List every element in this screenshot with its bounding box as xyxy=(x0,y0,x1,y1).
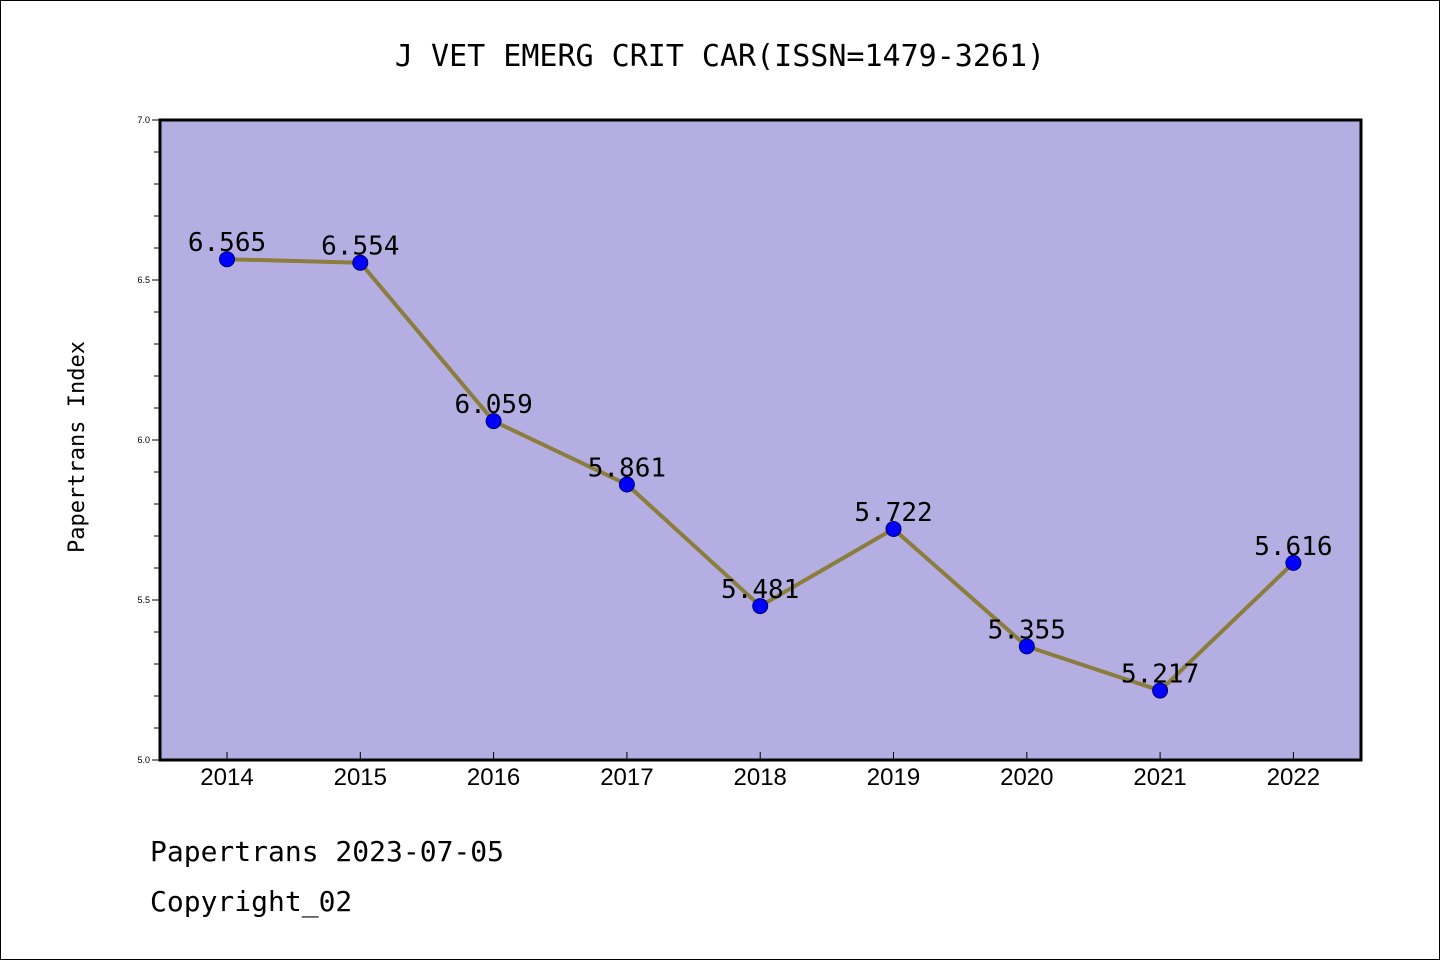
x-tick-label: 2022 xyxy=(1267,764,1320,791)
data-point xyxy=(1285,554,1302,571)
x-tick-label: 2018 xyxy=(734,764,787,791)
y-tick-label: 6.5 xyxy=(137,275,150,285)
data-point xyxy=(1152,682,1169,699)
data-point xyxy=(352,254,369,271)
data-point xyxy=(485,413,502,430)
data-label: 5.616 xyxy=(1254,532,1332,562)
chart-marks: 5.0 5.5 6.0 6.5 7.0 2014 2015 2016 2017 2018 2019 2… xyxy=(137,115,1332,791)
y-tick-label: 5.0 xyxy=(137,755,150,765)
plot-area xyxy=(158,118,1363,762)
x-tick-label: 2020 xyxy=(1000,764,1053,791)
data-label: 5.217 xyxy=(1121,660,1199,690)
footer-copyright-text: Copyright_02 xyxy=(150,885,353,918)
plot-border xyxy=(158,118,1363,762)
data-point xyxy=(885,520,902,537)
footer-date-text: Papertrans 2023-07-05 xyxy=(150,835,505,868)
data-label: 5.481 xyxy=(721,575,799,605)
x-tick-label: 2014 xyxy=(200,764,253,791)
y-tick-label: 5.5 xyxy=(137,595,150,605)
x-tick-label: 2021 xyxy=(1133,764,1186,791)
data-label: 5.722 xyxy=(854,498,932,528)
data-point xyxy=(618,476,635,493)
x-tick-label: 2016 xyxy=(467,764,520,791)
data-point xyxy=(219,251,235,268)
data-label: 6.059 xyxy=(454,390,532,420)
data-label: 5.355 xyxy=(988,615,1066,645)
x-tick-label: 2017 xyxy=(600,764,653,791)
data-point xyxy=(752,598,769,615)
x-tick-label: 2019 xyxy=(867,764,920,791)
data-label: 5.861 xyxy=(588,453,666,483)
x-tick-label: 2015 xyxy=(334,764,387,791)
y-tick-label: 7.0 xyxy=(137,115,150,125)
y-tick-label: 6.0 xyxy=(137,435,150,445)
chart-title: J VET EMERG CRIT CAR(ISSN=1479-3261) xyxy=(395,39,1045,74)
data-label: 6.554 xyxy=(321,232,399,262)
data-point xyxy=(1018,638,1035,655)
y-axis-label: Papertrans Index xyxy=(65,341,90,553)
data-label: 6.565 xyxy=(188,228,266,258)
